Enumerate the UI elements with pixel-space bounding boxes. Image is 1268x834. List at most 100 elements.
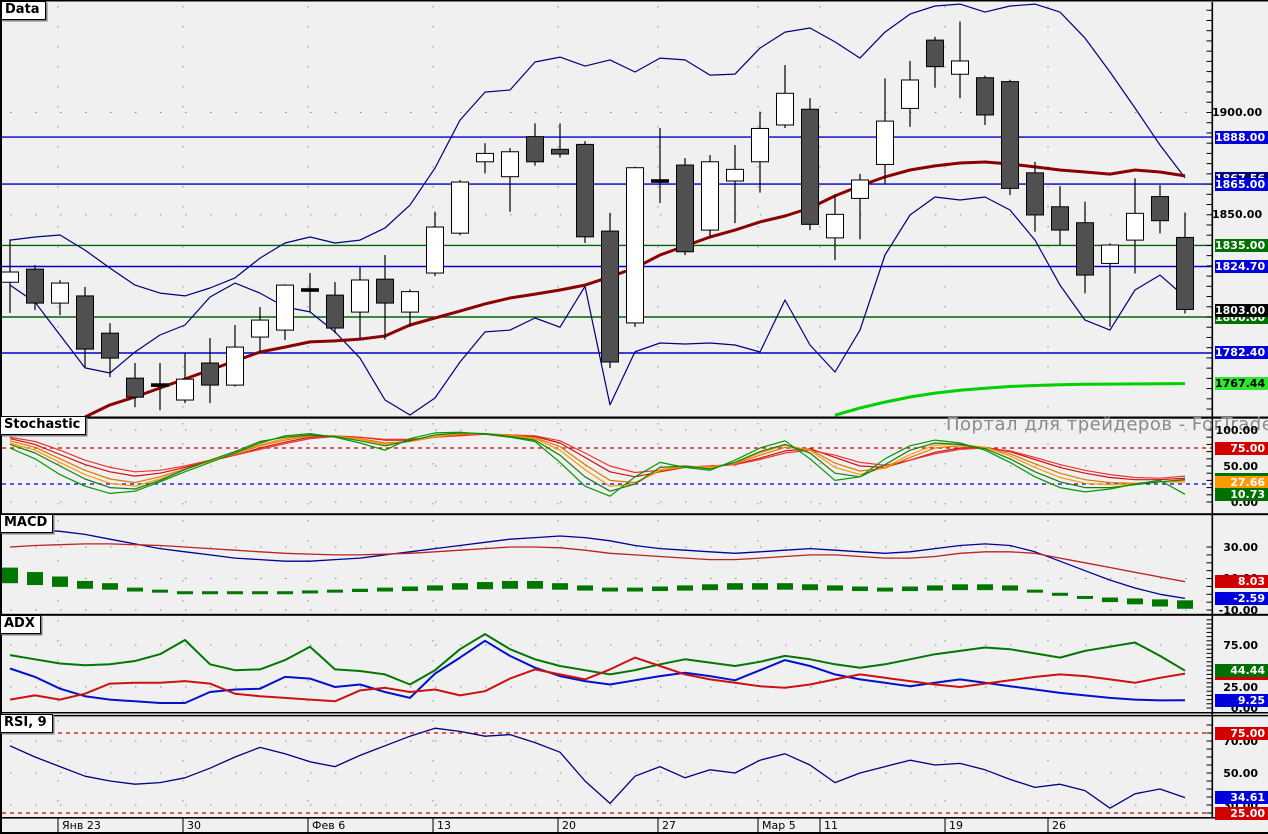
candle-up [426,226,444,274]
panel-label-macd[interactable]: MACD [0,514,54,533]
macd-histogram-dash [477,582,493,590]
rsi-line [9,727,1186,809]
panel-separator [0,832,1268,834]
macd-histogram-dash [552,583,568,590]
panel-separator [0,712,1268,714]
date-axis-label: 26 [1052,819,1066,832]
macd-histogram-dash [1152,599,1168,607]
macd-histogram-dash [52,576,68,587]
macd-histogram-dash [577,585,593,591]
macd-histogram-dash [27,572,43,586]
axis-price-badge: 8.03 [1215,575,1268,589]
candle-down [1151,196,1169,222]
axis-price-badge: 34.61 [1215,791,1268,805]
macd-histogram-dash [127,587,143,592]
macd-histogram-dash [602,587,618,592]
macd-histogram-dash [877,587,893,592]
axis-label: 1850.00 [1212,208,1263,222]
candle-down [576,143,594,238]
macd-histogram-dash [927,585,943,591]
axis-price-badge: 9.25 [1215,693,1268,707]
macd-histogram-dash [327,589,343,593]
macd-histogram-dash [777,583,793,590]
macd-histogram-dash [802,584,818,591]
axis-price-badge: 44.44 [1215,664,1268,678]
watermark-text: Портал для трейдеров - ForTrader.ru [946,414,1268,435]
macd-histogram-dash [277,591,293,595]
candle-up [1126,212,1144,241]
candle-up [826,213,844,239]
candle-up [401,291,419,313]
macd-histogram-dash [1027,589,1043,593]
candle-up [901,79,919,109]
axis-price-badge: -2.59 [1215,591,1268,605]
macd-histogram-dash [752,583,768,590]
axis-price-badge: 1767.44 [1215,377,1268,391]
adx-red [9,656,1186,703]
stoch-green-slow [9,432,1186,492]
date-axis-label: 20 [562,819,576,832]
candle-up [701,161,719,231]
panel-label-adx[interactable]: ADX [0,615,41,634]
candle-down [101,332,119,359]
stochastic-panel [2,431,1212,497]
macd-red [9,543,1186,583]
candle-down [1176,236,1194,310]
macd-histogram-dash [427,585,443,591]
adx-green [9,633,1186,686]
date-axis-label: 13 [437,819,451,832]
macd-histogram-dash [502,580,518,589]
candle-up [1101,244,1119,264]
candle-up [276,284,294,331]
macd-histogram-dash [727,583,743,590]
macd-histogram-dash [302,590,318,594]
panel-separator [0,0,1268,2]
candle-down [326,294,344,329]
axis-label: 25.00 [1223,680,1258,694]
axis-price-badge: 25.00 [1215,806,1268,820]
candle-up [851,179,869,199]
axis-price-badge: 75.00 [1215,441,1268,455]
axis-label: 1900.00 [1212,106,1263,119]
macd-histogram-dash [177,591,193,595]
candle-down [301,288,319,292]
axis-price-badge: 75.00 [1215,726,1268,740]
date-axis-label: Мар 5 [762,819,796,832]
candle-down [676,164,694,253]
candle-up [251,319,269,338]
candle-down [976,77,994,116]
axis-price-badge: 1803.00 [1215,304,1268,318]
panel-label-data[interactable]: Data [1,1,46,20]
candle-up [451,181,469,234]
axis-label: -10.00 [1218,603,1258,617]
axis-price-badge: 1865.00 [1215,177,1268,191]
stoch-orange-fast [9,433,1186,487]
candle-up [776,92,794,126]
macd-histogram-dash [402,586,418,592]
panel-separator-gap [0,713,1268,715]
macd-histogram-dash [902,586,918,592]
panel-label-stochastic[interactable]: Stochastic [0,416,87,435]
macd-histogram-dash [152,589,168,593]
candle-up [476,152,494,163]
candle-down [1051,206,1069,231]
macd-histogram-dash [1077,595,1093,599]
axis-label: 30.00 [1223,540,1258,554]
macd-panel [2,527,1193,609]
panel-label-rsi[interactable]: RSI, 9 [0,714,53,733]
macd-histogram-dash [852,586,868,592]
macd-histogram-dash [77,580,93,589]
panel-separator [0,817,1268,819]
macd-histogram-dash [102,583,118,590]
axis-label: 100.00 [1215,423,1258,437]
macd-histogram-dash [1102,597,1118,603]
date-axis-label: Янв 23 [62,819,101,832]
macd-histogram-dash [252,591,268,595]
candle-up [626,167,644,324]
candle-down [601,230,619,363]
candle-up [2,271,19,283]
macd-histogram-dash [652,586,668,592]
panel-separator [0,513,1268,516]
